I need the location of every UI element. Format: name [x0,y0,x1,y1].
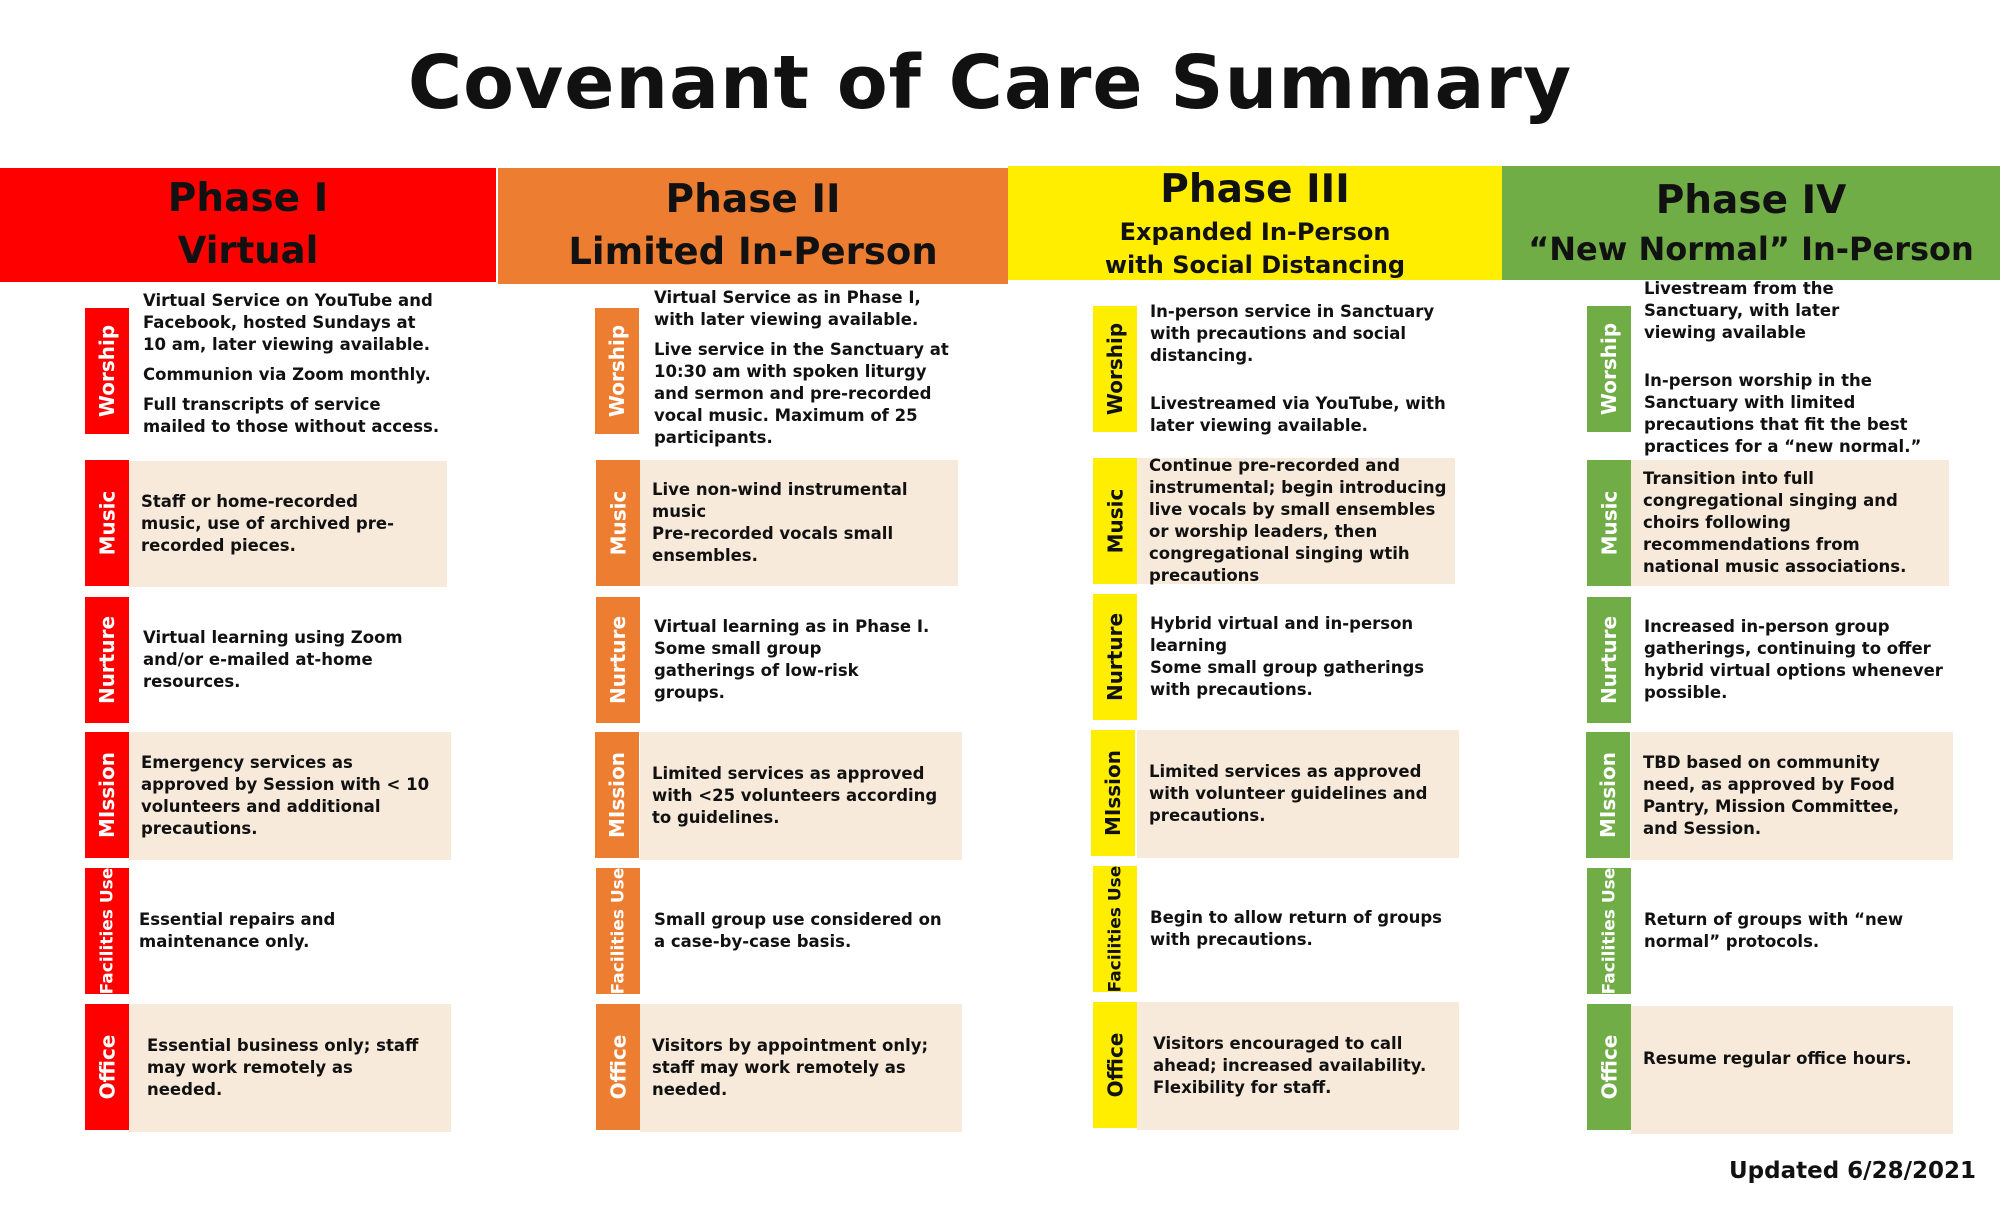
text-line: Continue pre-recorded and instrumental; … [1149,456,1447,585]
phase-1-tab-office: Office [85,1004,129,1130]
phase-2-nurture-panel: Virtual learning as in Phase I. Some sma… [642,597,960,723]
text-line: In-person service in Sanctuary with prec… [1150,302,1435,365]
text-line: Livestreamed via YouTube, with later vie… [1150,394,1446,435]
text-line: Visitors by appointment only; staff may … [652,1036,929,1099]
phase-2-header: Phase II Limited In-Person [498,168,1008,284]
phase-2-tab-nurture: Nurture [596,597,640,723]
phase-4-worship-panel: Livestream from the Sanctuary, with late… [1632,279,1962,456]
text-line: Virtual Service on YouTube and Facebook,… [143,291,433,354]
phase-4-tab-mission: MIssion [1586,732,1630,858]
text-line: Virtual learning using Zoom and/or e-mai… [143,628,403,691]
phase-2-tab-worship: Worship [595,308,639,434]
text-line: Essential business only; staff may work … [147,1036,419,1099]
phase-4-facilities-panel: Return of groups with “new normal” proto… [1632,868,1950,994]
phase-3-tab-mission: MIssion [1091,730,1135,856]
phase-3-tab-office: Office [1093,1002,1137,1128]
phase-2-music-panel: Live non-wind instrumental music Pre-rec… [640,460,958,586]
phase-2-subtitle: Limited In-Person [568,230,938,273]
phase-1-music-panel: Staff or home-recorded music, use of arc… [129,461,447,587]
phase-1-nurture-panel: Virtual learning using Zoom and/or e-mai… [131,597,449,723]
phase-1-header: Phase I Virtual [0,168,496,282]
phase-2-tab-mission: MIssion [595,732,639,858]
phase-2-tab-office: Office [596,1004,640,1130]
phase-3-header: Phase III Expanded In-Person with Social… [1008,166,1502,280]
text-line: Communion via Zoom monthly. [143,365,431,384]
phase-1-office-panel: Essential business only; staff may work … [129,1004,451,1132]
phase-2-worship-panel: Virtual Service as in Phase I, with late… [642,288,972,447]
text-line: Limited services as approved with volunt… [1149,762,1428,825]
text-line: Essential repairs and maintenance only. [139,910,336,951]
phase-2-name: Phase II [665,177,841,222]
phase-4-tab-worship: Worship [1587,306,1631,432]
text-line: Return of groups with “new normal” proto… [1644,910,1904,951]
phase-2-tab-music: Music [596,460,640,586]
phase-3-tab-music: Music [1093,458,1137,584]
text-line: Visitors encouraged to call ahead; incre… [1153,1034,1427,1097]
phase-1-tab-worship: Worship [85,308,129,434]
phase-3-worship-panel: In-person service in Sanctuary with prec… [1138,302,1468,435]
text-line: In-person worship in the Sanctuary with … [1644,371,1922,456]
phase-1-tab-mission: MIssion [85,732,129,858]
phase-3-tab-nurture: Nurture [1093,594,1137,720]
text-line: Livestream from the Sanctuary, with late… [1644,279,1840,342]
phase-4-office-panel: Resume regular office hours. [1631,1006,1953,1134]
text-line: Virtual learning as in Phase I. [654,617,930,636]
phase-3-tab-worship: Worship [1093,306,1137,432]
text-line: Small group use considered on a case-by-… [654,910,942,951]
text-line: Live non-wind instrumental music [652,480,908,521]
text-line: Begin to allow return of groups with pre… [1150,908,1442,949]
page-title: Covenant of Care Summary [407,40,1573,126]
phase-3-mission-panel: Limited services as approved with volunt… [1137,730,1459,858]
text-line: Increased in-person group gatherings, co… [1644,617,1943,702]
phase-4-tab-facilities: Facilities Use [1587,868,1631,994]
text-line: Some small group gatherings with precaut… [1150,658,1425,699]
text-line: Pre-recorded vocals small ensembles. [652,524,894,565]
phase-4-tab-office: Office [1587,1004,1631,1130]
text-line: Live service in the Sanctuary at 10:30 a… [654,340,949,447]
phase-4-name: Phase IV [1655,178,1847,223]
phase-1-mission-panel: Emergency services as approved by Sessio… [129,732,451,860]
phase-4-tab-music: Music [1587,460,1631,586]
text-line: Hybrid virtual and in-person learning [1150,614,1414,655]
phase-4-nurture-panel: Increased in-person group gatherings, co… [1632,597,1962,723]
phase-1-name: Phase I [167,176,329,221]
phase-1-subtitle: Virtual [177,229,319,272]
phase-3-nurture-panel: Hybrid virtual and in-person learning So… [1138,594,1468,720]
text-line: Staff or home-recorded music, use of arc… [141,492,394,555]
phase-3-office-panel: Visitors encouraged to call ahead; incre… [1137,1002,1459,1130]
phase-3-name: Phase III [1160,167,1350,212]
text-line: TBD based on community need, as approved… [1643,753,1900,838]
phase-4-subtitle: “New Normal” In-Person [1528,230,1974,268]
text-line: Resume regular office hours. [1643,1049,1912,1068]
phase-4-header: Phase IV “New Normal” In-Person [1502,166,2000,280]
phase-1-tab-nurture: Nurture [85,597,129,723]
phase-1-facilities-panel: Essential repairs and maintenance only. [127,868,445,994]
phase-2-facilities-panel: Small group use considered on a case-by-… [642,868,960,994]
text-line: Full transcripts of service mailed to th… [143,395,440,436]
phase-4-mission-panel: TBD based on community need, as approved… [1631,732,1953,860]
phase-3-subtitle: Expanded In-Person with Social Distancin… [1104,218,1406,279]
phase-3-tab-facilities: Facilities Use [1093,866,1137,992]
phase-1-tab-facilities: Facilities Use [85,868,129,994]
phase-2-tab-facilities: Facilities Use [596,868,640,994]
text-line: Transition into full congregational sing… [1643,469,1907,576]
phase-1-worship-panel: Virtual Service on YouTube and Facebook,… [131,290,449,438]
text-line: Limited services as approved with <25 vo… [652,764,938,827]
text-line: Virtual Service as in Phase I, with late… [654,288,921,329]
phase-2-office-panel: Visitors by appointment only; staff may … [640,1004,962,1132]
phase-1-tab-music: Music [85,460,129,586]
text-line: Some small group gatherings of low-risk … [654,639,859,702]
phase-3-facilities-panel: Begin to allow return of groups with pre… [1138,866,1468,992]
phase-3-music-panel: Continue pre-recorded and instrumental; … [1137,456,1455,585]
updated-date: Updated 6/28/2021 [1728,1158,1976,1184]
phase-4-music-panel: Transition into full congregational sing… [1631,460,1949,586]
phase-4-tab-nurture: Nurture [1587,597,1631,723]
phase-2-mission-panel: Limited services as approved with <25 vo… [640,732,962,860]
text-line: Emergency services as approved by Sessio… [141,753,430,838]
